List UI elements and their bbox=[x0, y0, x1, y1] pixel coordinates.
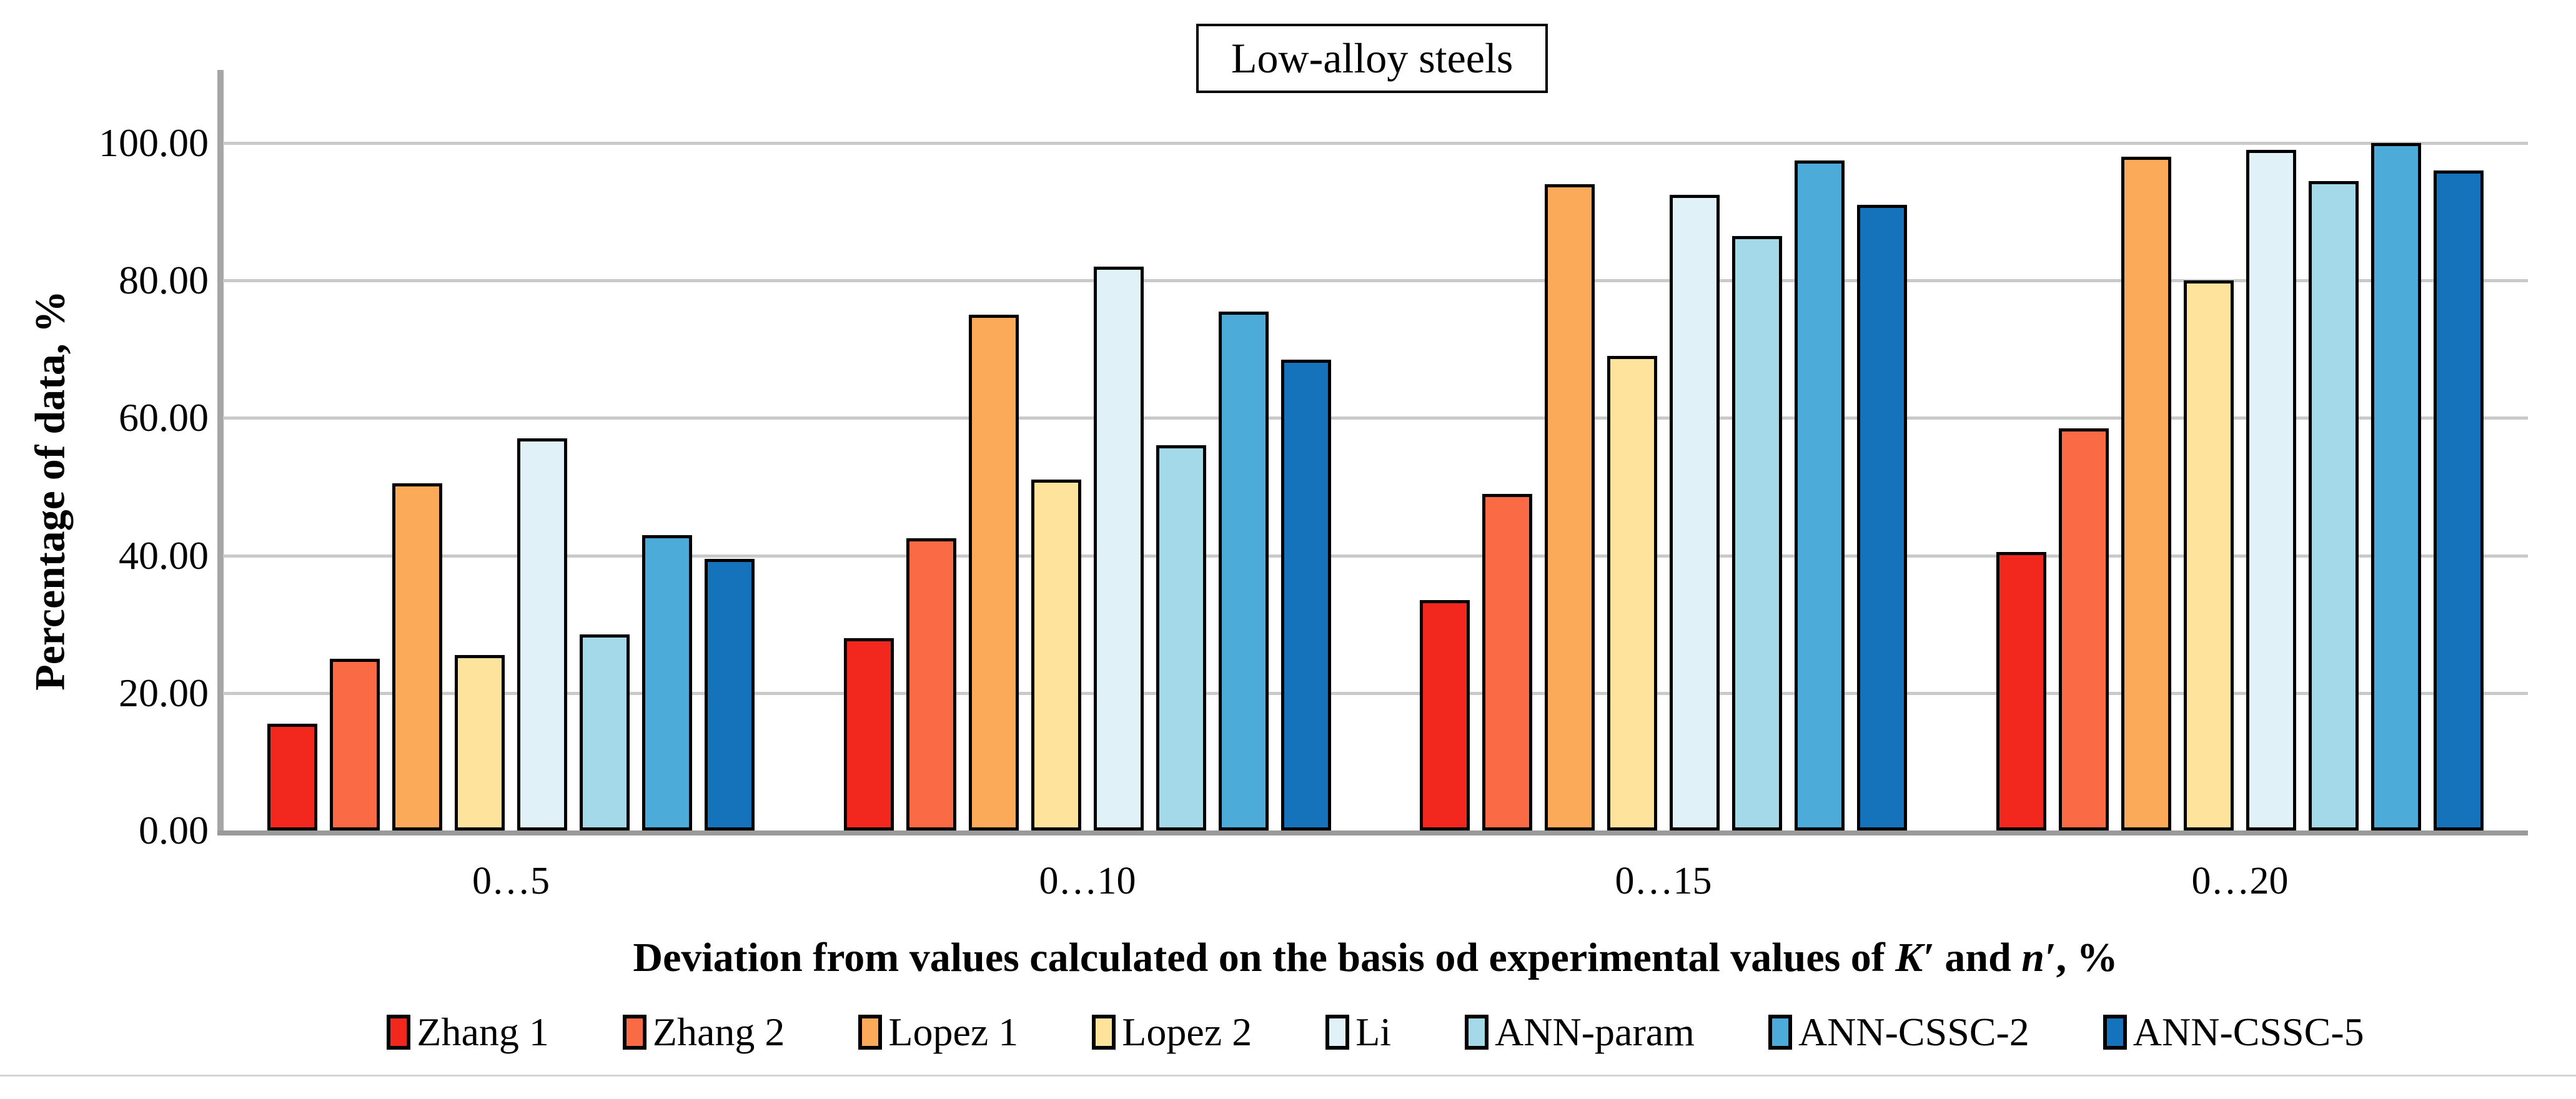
bar-lopez-1 bbox=[2121, 157, 2171, 830]
bar-zhang-2 bbox=[1482, 494, 1532, 830]
bar-zhang-2 bbox=[2059, 428, 2109, 830]
bar-ann-param bbox=[580, 634, 630, 830]
gridline bbox=[223, 416, 2528, 420]
x-axis-title-variable: K′ bbox=[1895, 935, 1934, 980]
bar-lopez-2 bbox=[1031, 480, 1081, 830]
bar-ann-param bbox=[1732, 236, 1782, 830]
gridline bbox=[223, 142, 2528, 145]
x-tick-label: 0…5 bbox=[472, 860, 550, 902]
bar-lopez-1 bbox=[1545, 184, 1595, 830]
legend-item-ann-cssc-2: ANN-CSSC-2 bbox=[1768, 1010, 2029, 1054]
x-axis-line bbox=[217, 830, 2528, 835]
legend-swatch bbox=[1768, 1015, 1792, 1050]
bar-lopez-2 bbox=[1607, 356, 1657, 830]
legend-label: Zhang 1 bbox=[417, 1010, 549, 1054]
y-tick-label: 20.00 bbox=[119, 671, 209, 715]
x-axis-title-text: and bbox=[1934, 935, 2022, 980]
y-tick-label: 100.00 bbox=[99, 121, 209, 165]
x-axis-title-text: , % bbox=[2056, 935, 2118, 980]
bar-ann-param bbox=[1156, 445, 1206, 830]
legend-swatch bbox=[1092, 1015, 1116, 1050]
x-tick-label: 0…20 bbox=[2191, 860, 2289, 902]
bar-ann-cssc-5 bbox=[1281, 360, 1331, 830]
bar-group-0…5 bbox=[267, 143, 755, 830]
legend-label: ANN-CSSC-2 bbox=[1798, 1010, 2029, 1054]
legend-label: Lopez 1 bbox=[888, 1010, 1019, 1054]
chart-title-box: Low-alloy steels bbox=[1196, 24, 1548, 93]
bar-zhang-2 bbox=[330, 659, 380, 830]
bar-ann-cssc-5 bbox=[705, 559, 755, 830]
legend-swatch bbox=[1325, 1015, 1350, 1050]
legend-label: ANN-param bbox=[1495, 1010, 1695, 1054]
legend-label: ANN-CSSC-5 bbox=[2133, 1010, 2364, 1054]
gridline bbox=[223, 554, 2528, 558]
bar-li bbox=[1094, 267, 1144, 830]
bar-ann-cssc-2 bbox=[1795, 160, 1845, 830]
bar-lopez-2 bbox=[455, 655, 505, 830]
chart-legend: Zhang 1 Zhang 2 Lopez 1 Lopez 2 Li ANN-param A… bbox=[223, 1010, 2528, 1054]
bar-group-0…15 bbox=[1420, 143, 1907, 830]
legend-label: Zhang 2 bbox=[652, 1010, 785, 1054]
bar-zhang-1 bbox=[844, 638, 894, 830]
y-tick-label: 40.00 bbox=[119, 533, 209, 578]
legend-item-ann-param: ANN-param bbox=[1465, 1010, 1695, 1054]
legend-item-li: Li bbox=[1325, 1010, 1391, 1054]
legend-swatch bbox=[858, 1015, 883, 1050]
bar-group-0…20 bbox=[1996, 143, 2484, 830]
bar-ann-cssc-5 bbox=[1857, 205, 1907, 830]
x-axis-title: Deviation from values calculated on the … bbox=[223, 932, 2528, 984]
bar-li bbox=[517, 438, 567, 830]
bar-li bbox=[2246, 150, 2296, 830]
legend-item-lopez-2: Lopez 2 bbox=[1092, 1010, 1252, 1054]
bar-group-0…10 bbox=[844, 143, 1331, 830]
bar-zhang-1 bbox=[1996, 552, 2046, 830]
y-tick-label: 60.00 bbox=[119, 395, 209, 440]
legend-swatch bbox=[387, 1015, 411, 1050]
legend-label: Lopez 2 bbox=[1122, 1010, 1252, 1054]
y-tick-label: 0.00 bbox=[139, 808, 209, 852]
bar-ann-cssc-2 bbox=[642, 535, 692, 830]
chart-title: Low-alloy steels bbox=[1231, 34, 1513, 82]
legend-item-ann-cssc-5: ANN-CSSC-5 bbox=[2103, 1010, 2364, 1054]
y-axis-line bbox=[217, 70, 224, 835]
legend-label: Li bbox=[1355, 1010, 1392, 1054]
bar-zhang-1 bbox=[1420, 600, 1470, 830]
bar-lopez-1 bbox=[392, 483, 442, 830]
bar-ann-cssc-2 bbox=[2371, 143, 2421, 830]
bar-lopez-2 bbox=[2184, 280, 2234, 830]
bar-lopez-1 bbox=[969, 315, 1019, 830]
y-tick-label: 80.00 bbox=[119, 258, 209, 302]
legend-item-lopez-1: Lopez 1 bbox=[858, 1010, 1018, 1054]
x-tick-label: 0…10 bbox=[1039, 860, 1136, 902]
gridline bbox=[223, 279, 2528, 282]
legend-swatch bbox=[2103, 1015, 2127, 1050]
bar-zhang-2 bbox=[906, 538, 956, 830]
legend-item-zhang-1: Zhang 1 bbox=[387, 1010, 549, 1054]
x-axis-title-text: Deviation from values calculated on the … bbox=[633, 935, 1896, 980]
legend-swatch bbox=[622, 1015, 646, 1050]
plot-area bbox=[223, 142, 2528, 830]
bar-ann-cssc-5 bbox=[2434, 170, 2484, 830]
x-tick-label: 0…15 bbox=[1615, 860, 1712, 902]
gridline bbox=[223, 692, 2528, 695]
bar-ann-cssc-2 bbox=[1219, 312, 1269, 830]
bar-zhang-1 bbox=[267, 724, 317, 830]
bottom-rule bbox=[0, 1075, 2576, 1077]
legend-swatch bbox=[1465, 1015, 1489, 1050]
bar-ann-param bbox=[2309, 181, 2359, 830]
bar-li bbox=[1670, 195, 1720, 830]
legend-item-zhang-2: Zhang 2 bbox=[622, 1010, 785, 1054]
x-axis-title-variable: n′ bbox=[2021, 935, 2056, 980]
